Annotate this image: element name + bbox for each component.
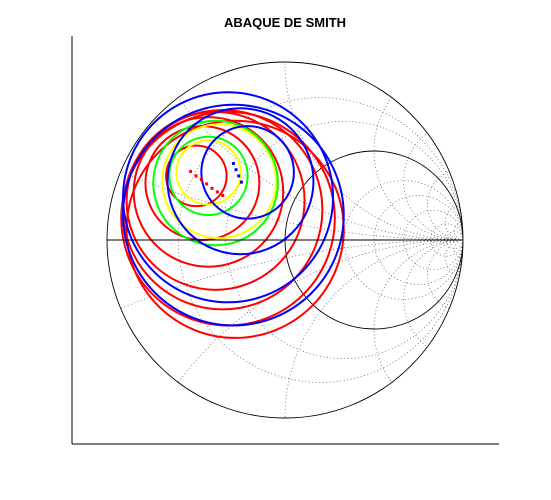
reactance-arc [403, 120, 463, 241]
chart-title: ABAQUE DE SMITH [224, 15, 346, 30]
reactance-arc [107, 62, 463, 241]
reactance-arc [373, 62, 463, 241]
red-point [221, 194, 225, 197]
series-circles [120, 91, 345, 339]
reactance-arc [284, 239, 463, 418]
blue-point [237, 174, 241, 178]
red-point [194, 174, 198, 178]
red-point [215, 190, 219, 194]
blue-circle [122, 91, 335, 304]
blue-circle [122, 103, 345, 327]
reactance-arc [107, 62, 463, 241]
blue-point [234, 168, 238, 172]
red-point [189, 169, 193, 173]
red-point [199, 177, 203, 181]
yellow-circle [161, 123, 278, 240]
red-circle [165, 144, 228, 208]
yellow-circle [175, 139, 242, 206]
blue-circle [200, 125, 295, 220]
red-point [210, 186, 214, 190]
green-circle [152, 119, 279, 247]
blue-circle [166, 107, 315, 256]
resistance-circle [225, 120, 463, 360]
blue-point [231, 161, 235, 165]
green-circle [168, 135, 249, 217]
reactance-arc [107, 239, 463, 418]
reactance-arc [403, 239, 463, 360]
series-points [189, 161, 243, 197]
reactance-arc [284, 62, 463, 241]
reactance-arc [373, 239, 463, 418]
red-point [205, 182, 209, 186]
blue-point [239, 180, 243, 184]
